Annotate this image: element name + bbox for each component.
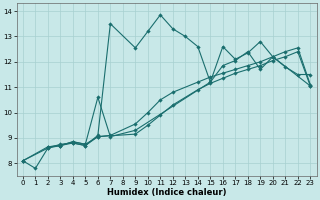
X-axis label: Humidex (Indice chaleur): Humidex (Indice chaleur) <box>107 188 226 197</box>
